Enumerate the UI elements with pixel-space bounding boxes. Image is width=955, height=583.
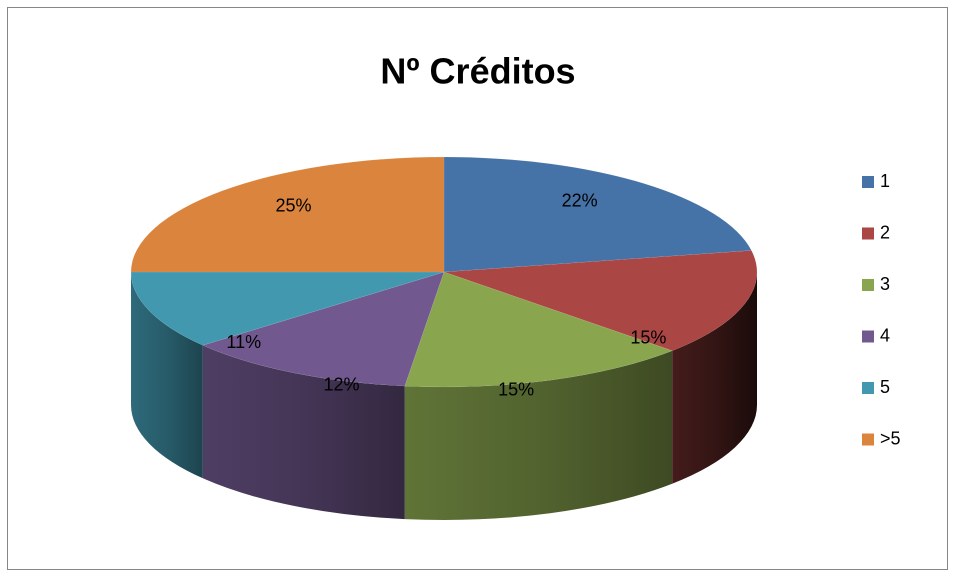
slice [130,271,445,346]
chart-title: Nº Créditos [380,51,575,92]
legend-label: 1 [880,171,890,191]
slice [443,156,752,273]
legend-swatch [862,176,874,188]
slice [443,250,758,351]
data-label: 11% [226,332,261,352]
slice [130,156,445,273]
legend-label: 4 [880,325,890,345]
slice-side [672,272,757,484]
legend-swatch [862,433,874,446]
data-label: 15% [630,328,666,348]
data-label: 22% [562,190,598,210]
legend-label: 3 [880,274,890,294]
legend-swatch [862,279,874,291]
slice-side [131,272,203,479]
data-label: 15% [498,379,534,399]
legend-swatch [862,382,874,394]
legend-swatch [862,227,874,240]
legend-label: >5 [880,428,901,448]
legend-swatch [862,330,874,343]
legend-label: 2 [880,222,890,242]
legend-label: 5 [880,377,890,397]
data-label: 12% [323,374,359,394]
slice-side [404,350,673,520]
data-label: 25% [275,195,311,215]
slice [202,271,445,387]
slice-side [202,345,405,520]
slice [404,271,673,388]
